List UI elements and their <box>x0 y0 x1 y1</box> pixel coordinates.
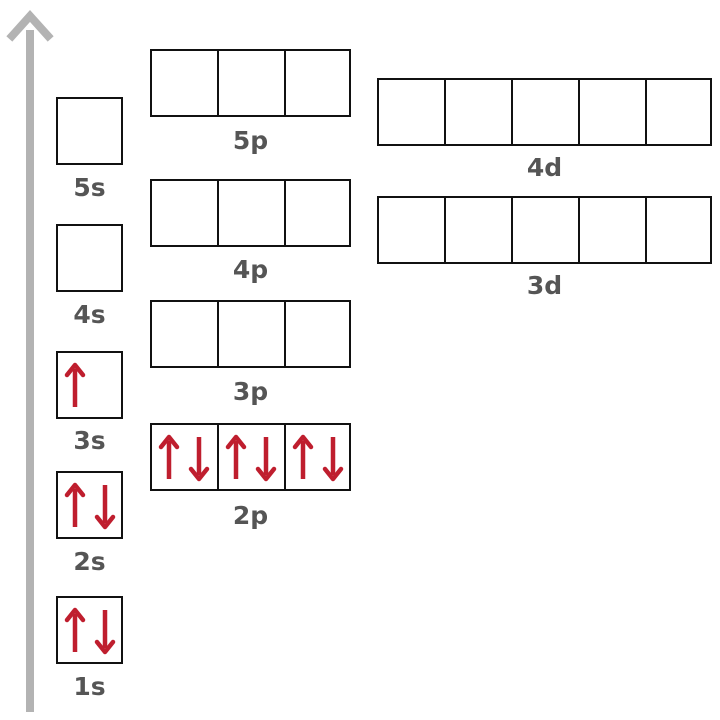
spin-down-arrow-icon <box>255 437 277 482</box>
orbital-cell <box>284 302 351 366</box>
orbital-2p-label: 2p <box>232 501 269 530</box>
orbital-cell <box>284 425 351 489</box>
orbital-5p-boxes <box>150 49 351 117</box>
orbital-cell <box>152 425 217 489</box>
orbital-3d-boxes <box>377 196 712 264</box>
orbital-cell <box>645 198 712 262</box>
spin-down-arrow-icon <box>94 610 116 655</box>
orbital-5s-label: 5s <box>73 173 106 202</box>
orbital-4s-boxes <box>56 224 123 292</box>
orbital-cell <box>217 302 284 366</box>
orbital-cell <box>217 51 284 115</box>
spin-up-arrow-icon <box>158 434 180 479</box>
spin-up-arrow-icon <box>292 434 314 479</box>
orbital-cell <box>152 302 217 366</box>
orbital-cell <box>58 473 123 537</box>
orbital-cell <box>58 226 123 290</box>
orbital-cell <box>511 80 578 144</box>
spin-up-arrow-icon <box>64 362 86 407</box>
orbital-3d-label: 3d <box>526 271 563 300</box>
orbital-4s-label: 4s <box>73 300 106 329</box>
orbital-3p-boxes <box>150 300 351 368</box>
orbital-cell <box>284 51 351 115</box>
orbital-cell <box>511 198 578 262</box>
orbital-3p-label: 3p <box>232 377 269 406</box>
orbital-cell <box>444 80 511 144</box>
spin-down-arrow-icon <box>322 437 344 482</box>
spin-up-arrow-icon <box>64 607 86 652</box>
orbital-4p-label: 4p <box>232 255 269 284</box>
spin-down-arrow-icon <box>188 437 210 482</box>
energy-axis-arrowhead <box>6 10 54 42</box>
orbital-5s-boxes <box>56 97 123 165</box>
orbital-cell <box>284 181 351 245</box>
orbital-cell <box>379 198 444 262</box>
orbital-cell <box>578 198 645 262</box>
orbital-cell <box>578 80 645 144</box>
orbital-1s-boxes <box>56 596 123 664</box>
orbital-cell <box>152 181 217 245</box>
orbital-4d-label: 4d <box>526 153 563 182</box>
orbital-cell <box>58 598 123 662</box>
orbital-cell <box>217 425 284 489</box>
orbital-cell <box>645 80 712 144</box>
orbital-1s-label: 1s <box>73 672 106 701</box>
orbital-2p-boxes <box>150 423 351 491</box>
spin-up-arrow-icon <box>64 482 86 527</box>
orbital-cell <box>152 51 217 115</box>
orbital-4p-boxes <box>150 179 351 247</box>
spin-up-arrow-icon <box>225 434 247 479</box>
orbital-3s-boxes <box>56 351 123 419</box>
orbital-2s-label: 2s <box>73 547 106 576</box>
orbital-cell <box>444 198 511 262</box>
orbital-cell <box>379 80 444 144</box>
orbital-cell <box>217 181 284 245</box>
orbital-cell <box>58 99 123 163</box>
orbital-5p-label: 5p <box>232 126 269 155</box>
orbital-3s-label: 3s <box>73 426 106 455</box>
orbital-cell <box>58 353 123 417</box>
orbital-4d-boxes <box>377 78 712 146</box>
orbital-2s-boxes <box>56 471 123 539</box>
spin-down-arrow-icon <box>94 485 116 530</box>
